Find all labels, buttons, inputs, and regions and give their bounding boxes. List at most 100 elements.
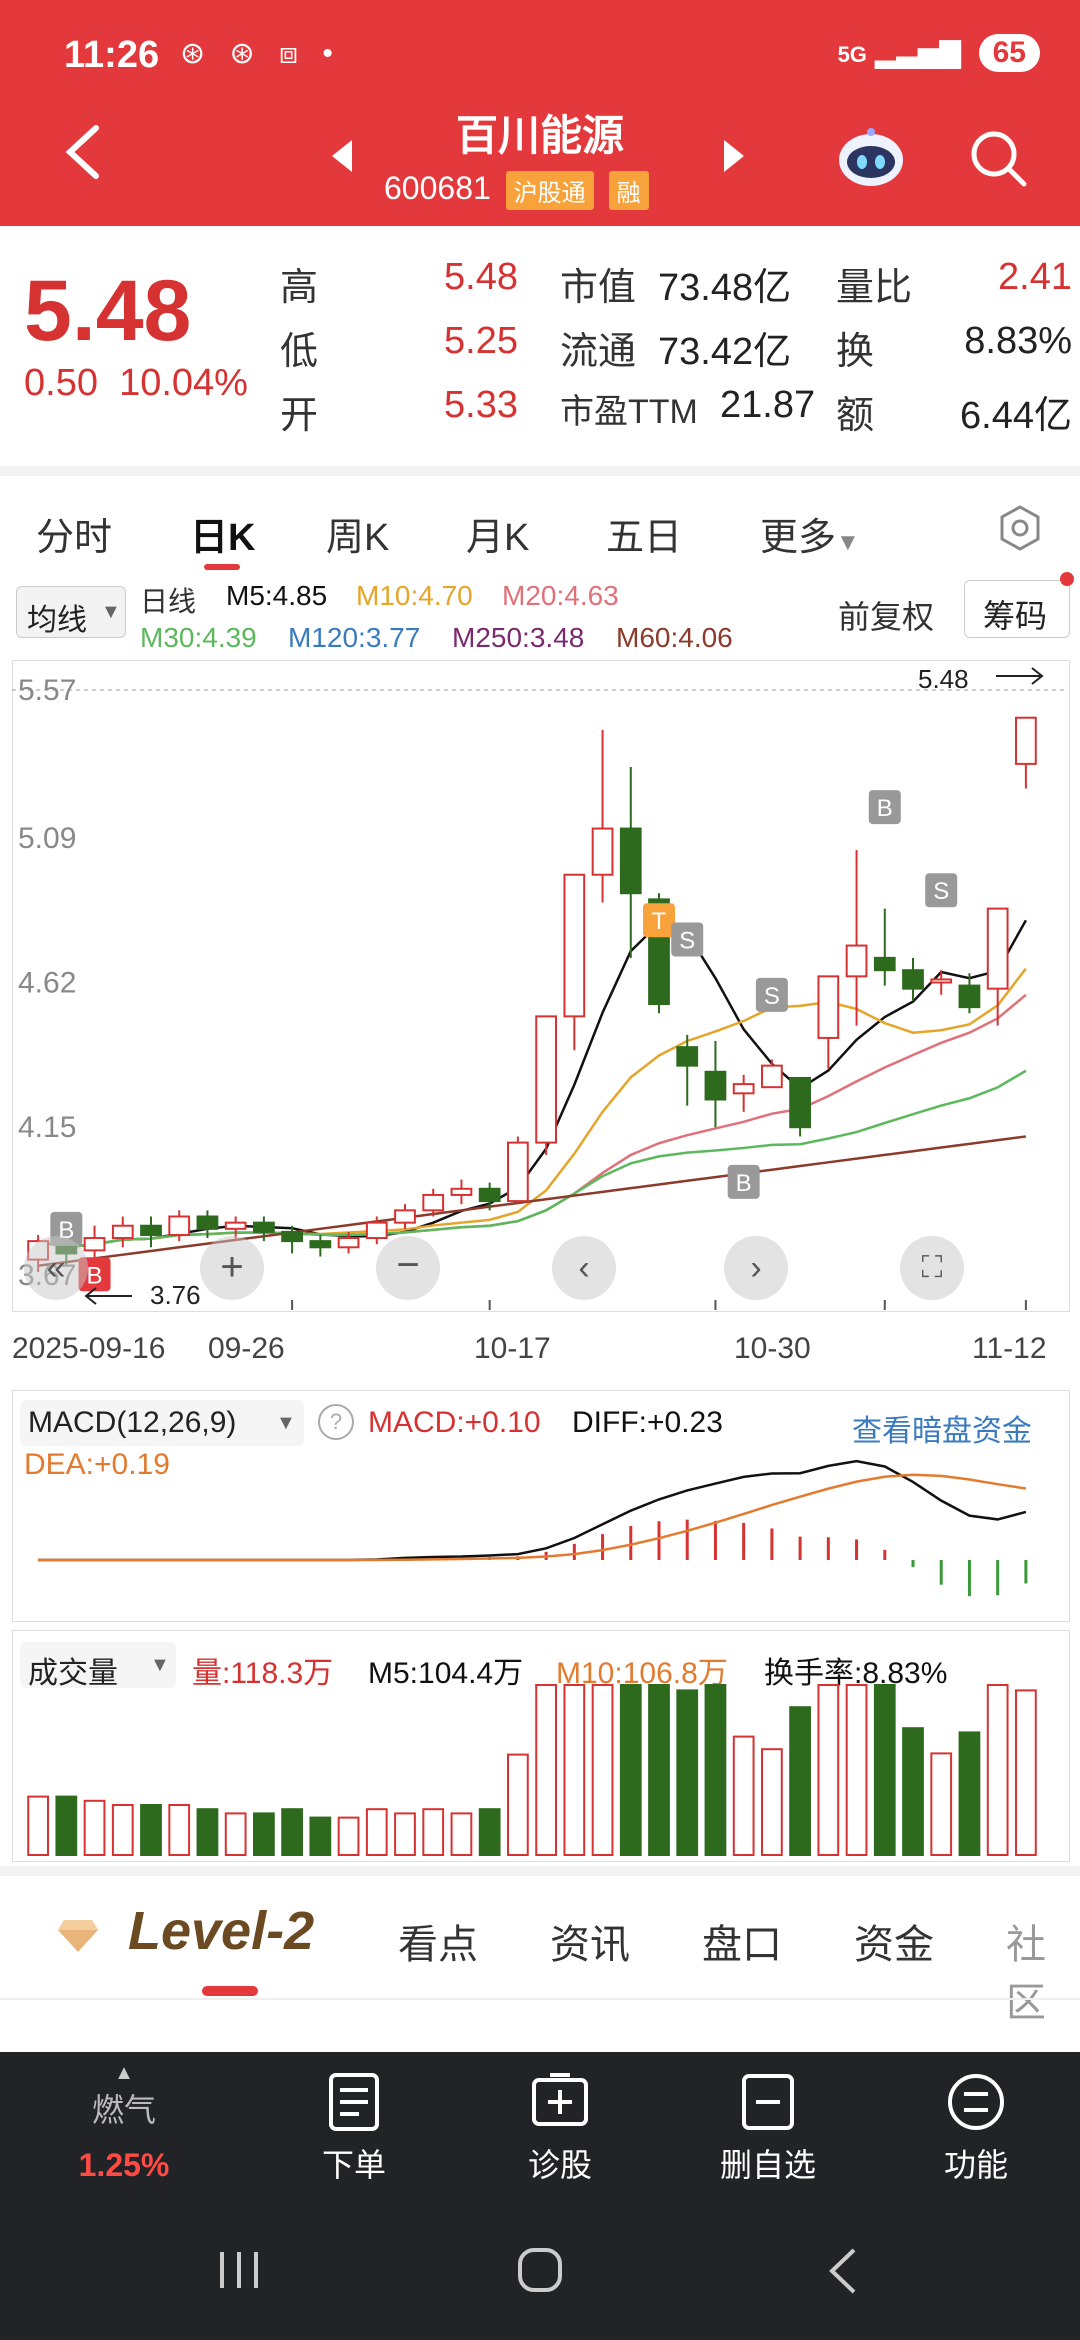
tab-intraday[interactable]: 分时 [36, 517, 113, 559]
status-time: 11:26 [64, 34, 160, 76]
help-icon[interactable]: ? [318, 1404, 354, 1440]
mktcap-value: 73.48亿 [658, 267, 792, 309]
ma20-value: M20:4.63 [502, 580, 619, 611]
candle [337, 1231, 360, 1254]
adjust-mode[interactable]: 前复权 [838, 599, 935, 635]
tab-highlights[interactable]: 看点 [398, 1923, 478, 1967]
low-price-marker: 3.76 [150, 1280, 201, 1310]
open-value: 5.33 [444, 384, 518, 426]
recent-apps-icon[interactable] [214, 2248, 264, 2292]
svg-text:T: T [652, 908, 667, 935]
prev-stock-icon[interactable] [330, 138, 354, 174]
pe-value: 21.87 [720, 384, 816, 426]
svg-text:B: B [87, 1262, 103, 1289]
chevron-down-icon: ▼ [150, 1654, 170, 1676]
volume-bar [845, 1684, 868, 1856]
back-arrow-icon[interactable] [62, 122, 102, 182]
x-label-end: 11-12 [972, 1332, 1047, 1365]
tab-weekly-k[interactable]: 周K [326, 517, 390, 559]
y-tick-label: 4.15 [18, 1111, 76, 1144]
settings-hex-icon[interactable] [996, 504, 1044, 552]
sector-name: 燃气 [91, 2092, 156, 2128]
status-icons: ⊛ ⊛ ⧈ • [180, 37, 341, 70]
home-icon[interactable] [516, 2244, 564, 2296]
volume-selector[interactable]: 成交量 ▼ [20, 1642, 176, 1690]
x-label-3: 10-17 [474, 1332, 551, 1365]
svg-text:B: B [736, 1170, 752, 1197]
volume-bar [253, 1812, 275, 1856]
volume-bar [591, 1684, 614, 1856]
tab-five-day[interactable]: 五日 [606, 517, 683, 559]
candle [365, 1216, 388, 1245]
dea-value: DEA:+0.19 [24, 1448, 170, 1481]
macd-label: MACD(12,26,9) [28, 1406, 237, 1439]
volume-bar [817, 1684, 840, 1856]
candle [902, 957, 924, 1001]
amount-value: 6.44亿 [960, 395, 1072, 437]
tab-funds[interactable]: 资金 [854, 1923, 934, 1967]
fullscreen-icon[interactable]: ⛶ [900, 1236, 964, 1300]
sector-indicator[interactable]: ▲ 燃气 1.25% [54, 2062, 194, 2184]
zoom-out-icon[interactable]: − [376, 1236, 440, 1300]
remove-watchlist-button[interactable]: 删自选 [698, 2072, 838, 2186]
ma-line [37, 1069, 1027, 1249]
stock-name: 百川能源 [455, 112, 624, 159]
chevron-down-icon: ▼ [276, 1412, 296, 1434]
mktcap-label: 市值 [560, 267, 637, 309]
macd-chart[interactable] [12, 1390, 1068, 1620]
volume-bar [168, 1804, 191, 1856]
volume-chart[interactable] [12, 1630, 1068, 1860]
header-bar: 11:26 ⊛ ⊛ ⧈ • 5G ▂▃▅▇ 65 百川能源 600681 沪股通… [0, 0, 1080, 226]
stock-code: 600681 [384, 170, 491, 206]
ma-toggle-button[interactable]: 均线 ▼ [16, 586, 126, 638]
tab-orderbook[interactable]: 盘口 [702, 1923, 782, 1967]
candle [563, 873, 586, 1051]
zoom-in-icon[interactable]: + [200, 1236, 264, 1300]
volume-bar [83, 1799, 106, 1857]
candle [676, 1034, 699, 1106]
volume-bar [27, 1795, 49, 1857]
price-change: 0.50 10.04% [24, 362, 248, 405]
pan-right-icon[interactable]: › [724, 1236, 788, 1300]
chips-button[interactable]: 筹码 [964, 580, 1070, 638]
system-back-icon[interactable] [826, 2246, 860, 2296]
tab-monthly-k[interactable]: 月K [466, 517, 530, 559]
order-label: 下单 [321, 2147, 386, 2183]
tab-more[interactable]: 更多▼ [760, 506, 860, 561]
volume-bar [140, 1804, 162, 1856]
ma-type: 日线 [140, 586, 197, 617]
tag-hk-connect: 沪股通 [505, 171, 594, 211]
diagnose-button[interactable]: 诊股 [490, 2072, 630, 2186]
signal-icon: ▂▃▅▇ [874, 37, 961, 68]
tab-daily-k[interactable]: 日K [190, 517, 256, 559]
pan-left-icon[interactable]: ‹ [552, 1236, 616, 1300]
turnover-value: 8.83% [964, 320, 1072, 362]
next-stock-icon[interactable] [722, 138, 746, 174]
trade-marker: S [925, 873, 958, 908]
macd-selector[interactable]: MACD(12,26,9) ▼ [20, 1400, 304, 1446]
chips-label: 筹码 [983, 598, 1048, 634]
tab-community[interactable]: 社区 [1006, 1923, 1046, 2025]
x-label-start: 2025-09-16 [12, 1332, 166, 1365]
svg-text:S: S [933, 878, 949, 905]
tab-news[interactable]: 资讯 [550, 1923, 630, 1967]
divider [0, 1998, 1080, 2000]
volume-bar [761, 1748, 783, 1856]
function-button[interactable]: 功能 [906, 2072, 1046, 2186]
menu-circle-icon [948, 2074, 1004, 2130]
volume-bar [704, 1684, 727, 1856]
volume-bar [337, 1816, 360, 1857]
candle [196, 1210, 219, 1239]
dark-pool-link[interactable]: 查看暗盘资金 [852, 1415, 1032, 1448]
tab-level2[interactable]: Level-2 [128, 1901, 315, 1961]
volume-bar [563, 1684, 586, 1856]
order-button[interactable]: 下单 [284, 2072, 424, 2186]
volume-value: 量:118.3万 [192, 1657, 334, 1690]
volume-bar [873, 1684, 896, 1856]
search-icon[interactable] [968, 128, 1028, 188]
change-value: 0.50 [24, 362, 98, 404]
robot-assistant-icon[interactable] [836, 126, 906, 190]
diff-line [38, 1459, 1027, 1562]
rewind-icon[interactable]: « [24, 1236, 88, 1300]
